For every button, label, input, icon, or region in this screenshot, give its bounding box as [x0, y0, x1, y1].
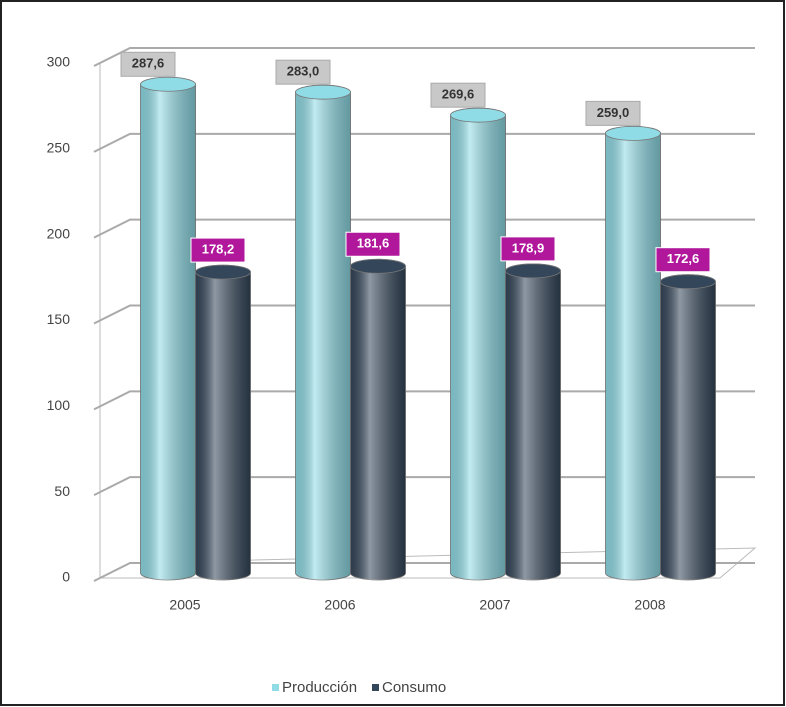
cylinder-top: [195, 264, 251, 280]
value-label: 178,2: [202, 242, 235, 257]
value-label-box: [190, 237, 246, 263]
grid-line: [93, 218, 755, 239]
value-label-box: [500, 236, 556, 262]
value-label: 172,6: [667, 251, 700, 266]
legend-label: Consumo: [382, 679, 446, 696]
x-tick-label: 2008: [634, 597, 665, 613]
grid-line: [93, 132, 755, 153]
cylinder-shade: [195, 265, 251, 580]
y-tick-label: 50: [54, 483, 70, 499]
y-tick-label: 200: [47, 225, 71, 241]
value-label-box: [345, 231, 401, 257]
x-tick-label: 2006: [324, 597, 355, 613]
value-label: 283,0: [287, 64, 320, 79]
value-label: 181,6: [357, 236, 390, 251]
value-label-box: [655, 247, 711, 273]
value-label-box: [430, 82, 486, 108]
y-tick-label: 0: [62, 569, 70, 585]
legend-label: Producción: [282, 679, 357, 696]
cylinder-shade: [295, 85, 351, 580]
cylinder-shade: [505, 263, 561, 580]
y-tick-label: 250: [47, 140, 71, 156]
cylinder-shade: [450, 108, 506, 580]
value-label-box: [120, 51, 176, 77]
cylinder-top: [140, 76, 196, 92]
cylinder-shade: [140, 77, 196, 580]
cylinder-shade: [605, 126, 661, 580]
cylinder-shade: [350, 259, 406, 580]
value-label-box: [585, 100, 641, 126]
x-tick-label: 2005: [169, 597, 200, 613]
cylinder-top: [660, 274, 716, 290]
cylinder-top: [450, 107, 506, 123]
cylinder-shade: [660, 274, 716, 580]
cylinder-top: [605, 125, 661, 141]
value-label: 287,6: [132, 56, 165, 71]
y-tick-label: 150: [47, 311, 71, 327]
x-tick-label: 2007: [479, 597, 510, 613]
y-tick-label: 100: [47, 397, 71, 413]
cylinder-top: [505, 263, 561, 279]
legend-swatch: [372, 684, 379, 691]
value-label: 259,0: [597, 105, 630, 120]
cylinder-top: [295, 84, 351, 100]
value-label: 178,9: [512, 240, 545, 255]
value-label-box: [275, 59, 331, 85]
legend-swatch: [272, 684, 279, 691]
cylinder-top: [350, 258, 406, 274]
y-tick-label: 300: [47, 54, 71, 70]
grid-line: [93, 47, 755, 67]
value-label: 269,6: [442, 87, 475, 102]
